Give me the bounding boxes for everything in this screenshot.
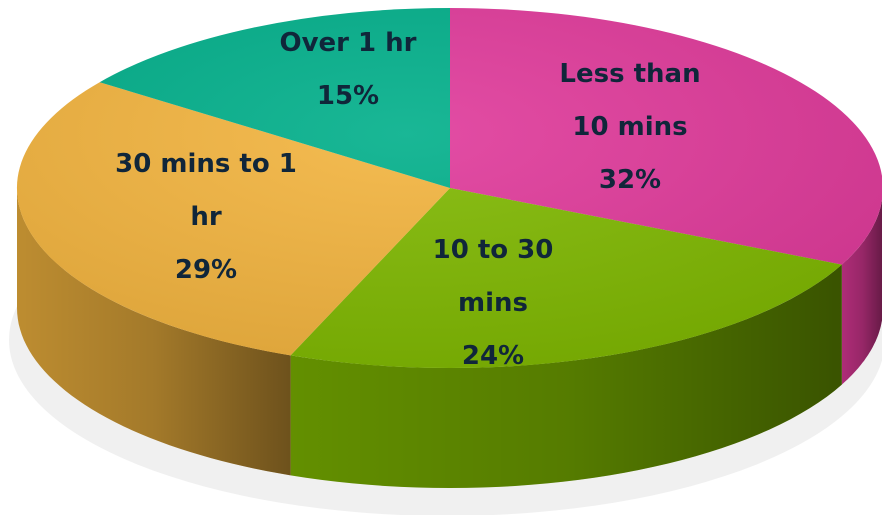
data-label-line-2-0: 30 mins to 1 xyxy=(115,149,297,179)
data-label-percent-1: 24% xyxy=(462,341,524,371)
data-label-1: 10 to 30 mins 24% xyxy=(433,235,554,371)
data-label-2: 30 mins to 1 hr 29% xyxy=(115,149,297,285)
data-label-line-1-1: mins xyxy=(458,288,528,318)
data-label-percent-2: 29% xyxy=(175,255,237,285)
pie-top-highlight xyxy=(17,8,882,368)
pie-side-shade-1 xyxy=(290,264,842,488)
pie-labels: Less than 10 mins 32% 10 to 30 mins 24% 30 min… xyxy=(115,28,700,371)
data-label-line-0-0: Less than xyxy=(559,59,700,89)
data-label-line-2-1: hr xyxy=(190,202,222,232)
pie-tops xyxy=(16,8,882,369)
pie-side-shade-0 xyxy=(841,200,882,385)
data-label-3: Over 1 hr 15% xyxy=(279,28,416,111)
data-label-line-0-1: 10 mins xyxy=(572,112,687,142)
data-label-line-1-0: 10 to 30 xyxy=(433,235,554,265)
data-label-percent-0: 32% xyxy=(599,165,661,195)
data-label-percent-3: 15% xyxy=(317,81,379,111)
pie-sides xyxy=(17,188,882,488)
data-label-0: Less than 10 mins 32% xyxy=(559,59,700,195)
data-label-line-3-0: Over 1 hr xyxy=(279,28,416,58)
pie-side-shade-2 xyxy=(17,188,291,476)
